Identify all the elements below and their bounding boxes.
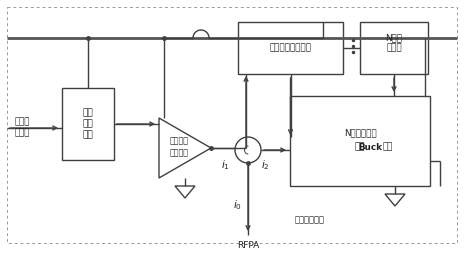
Text: $i_0$: $i_0$ — [233, 198, 243, 212]
Text: 输入射: 输入射 — [14, 118, 30, 127]
Text: 包络: 包络 — [83, 108, 93, 118]
Text: $i_1$: $i_1$ — [220, 158, 229, 172]
Text: 放大电路: 放大电路 — [170, 148, 188, 158]
Text: 检波: 检波 — [83, 120, 93, 128]
Text: 频信号: 频信号 — [14, 128, 30, 138]
Text: 动脉冲: 动脉冲 — [386, 43, 402, 53]
Text: N相交错并联: N相交错并联 — [344, 128, 376, 138]
Text: 电路: 电路 — [383, 142, 393, 152]
Bar — [238, 22, 343, 74]
Text: Buck: Buck — [358, 142, 382, 152]
Bar — [62, 88, 114, 160]
Polygon shape — [385, 194, 405, 206]
Text: 开关变换控制电路: 开关变换控制电路 — [270, 43, 312, 53]
Text: RFPA: RFPA — [237, 240, 259, 250]
Text: 电路: 电路 — [83, 131, 93, 140]
Text: $i_2$: $i_2$ — [261, 158, 269, 172]
Text: 线性功率: 线性功率 — [170, 136, 188, 146]
Polygon shape — [175, 186, 195, 198]
Bar — [290, 96, 430, 186]
Text: 输出动态电压: 输出动态电压 — [295, 216, 325, 224]
Text: N相驱: N相驱 — [385, 34, 403, 42]
Bar — [360, 22, 428, 74]
Text: 同步: 同步 — [355, 142, 365, 152]
